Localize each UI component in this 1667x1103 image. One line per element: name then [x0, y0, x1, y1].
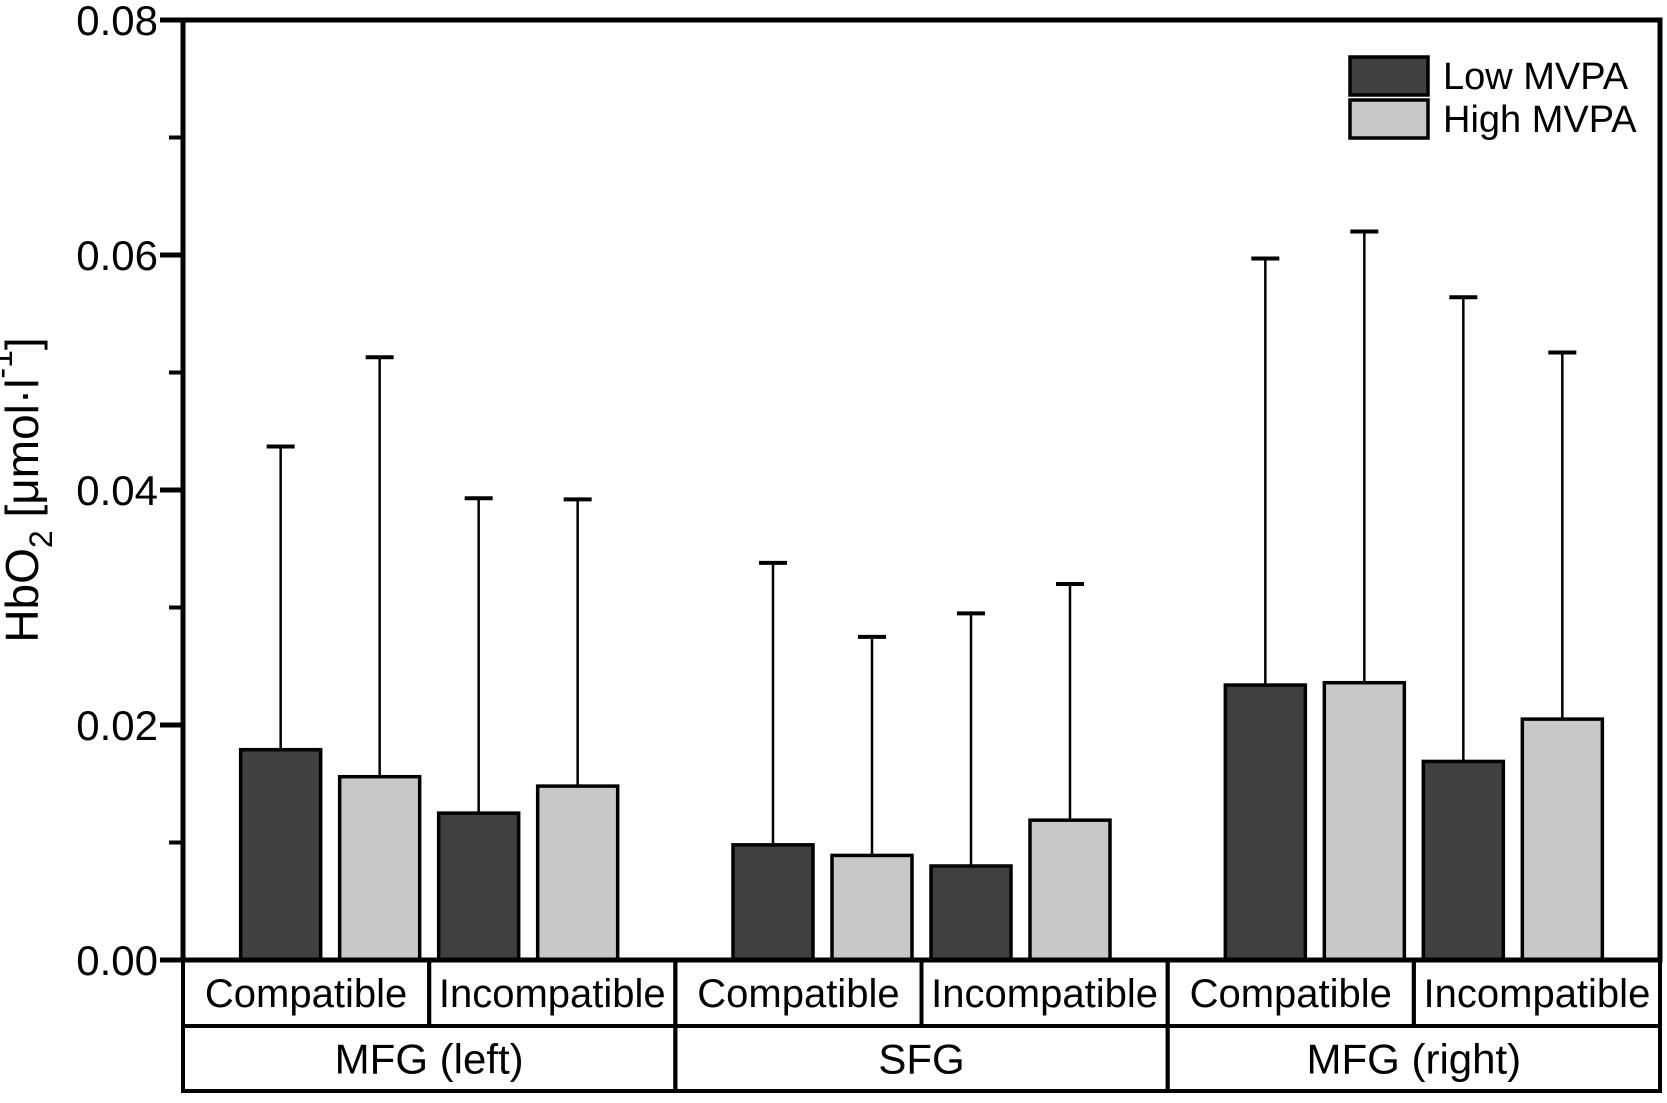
bar-high-mvpa: [1322, 680, 1407, 962]
y-axis-label-part: 2: [23, 530, 59, 548]
group-label: SFG: [878, 1036, 964, 1083]
bar-high-mvpa: [337, 774, 422, 962]
y-tick-label: 0.06: [76, 232, 158, 279]
legend-label: Low MVPA: [1443, 56, 1629, 98]
legend-label: High MVPA: [1443, 99, 1637, 141]
y-axis-label: HbO2 [μmol·l-1]: [0, 337, 59, 642]
bar-low-mvpa: [929, 864, 1013, 962]
y-tick-label: 0.00: [76, 937, 158, 984]
bar-low-mvpa: [1421, 759, 1506, 962]
bar-low-mvpa: [238, 747, 323, 962]
bar-high-mvpa: [1520, 717, 1605, 962]
y-axis-label-part: -1: [0, 350, 19, 378]
y-axis-label-part: ]: [0, 337, 48, 350]
y-axis-label-part: [μmol·l: [0, 379, 48, 531]
legend-swatch-high-mvpa: [1348, 98, 1430, 140]
bar-low-mvpa: [436, 811, 521, 962]
group-cell: [1165, 1024, 1662, 1093]
condition-label: Incompatible: [439, 972, 666, 1016]
bar-high-mvpa: [830, 853, 914, 962]
y-axis-label-part: HbO: [0, 548, 48, 643]
condition-label: Incompatible: [931, 972, 1158, 1016]
legend-swatch-low-mvpa: [1348, 55, 1430, 97]
y-tick-label: 0.04: [76, 467, 158, 514]
y-tick-label: 0.02: [76, 702, 158, 749]
group-label: MFG (right): [1307, 1036, 1522, 1083]
group-label: MFG (left): [335, 1036, 524, 1083]
condition-label: Incompatible: [1424, 972, 1651, 1016]
bar-high-mvpa: [1028, 818, 1112, 962]
condition-label: Compatible: [1190, 972, 1392, 1016]
bar-high-mvpa: [535, 784, 620, 962]
bar-low-mvpa: [731, 843, 815, 962]
condition-label: Compatible: [697, 972, 899, 1016]
condition-label: Compatible: [205, 972, 407, 1016]
y-tick-label: 0.08: [76, 0, 158, 44]
bar-low-mvpa: [1223, 683, 1308, 962]
